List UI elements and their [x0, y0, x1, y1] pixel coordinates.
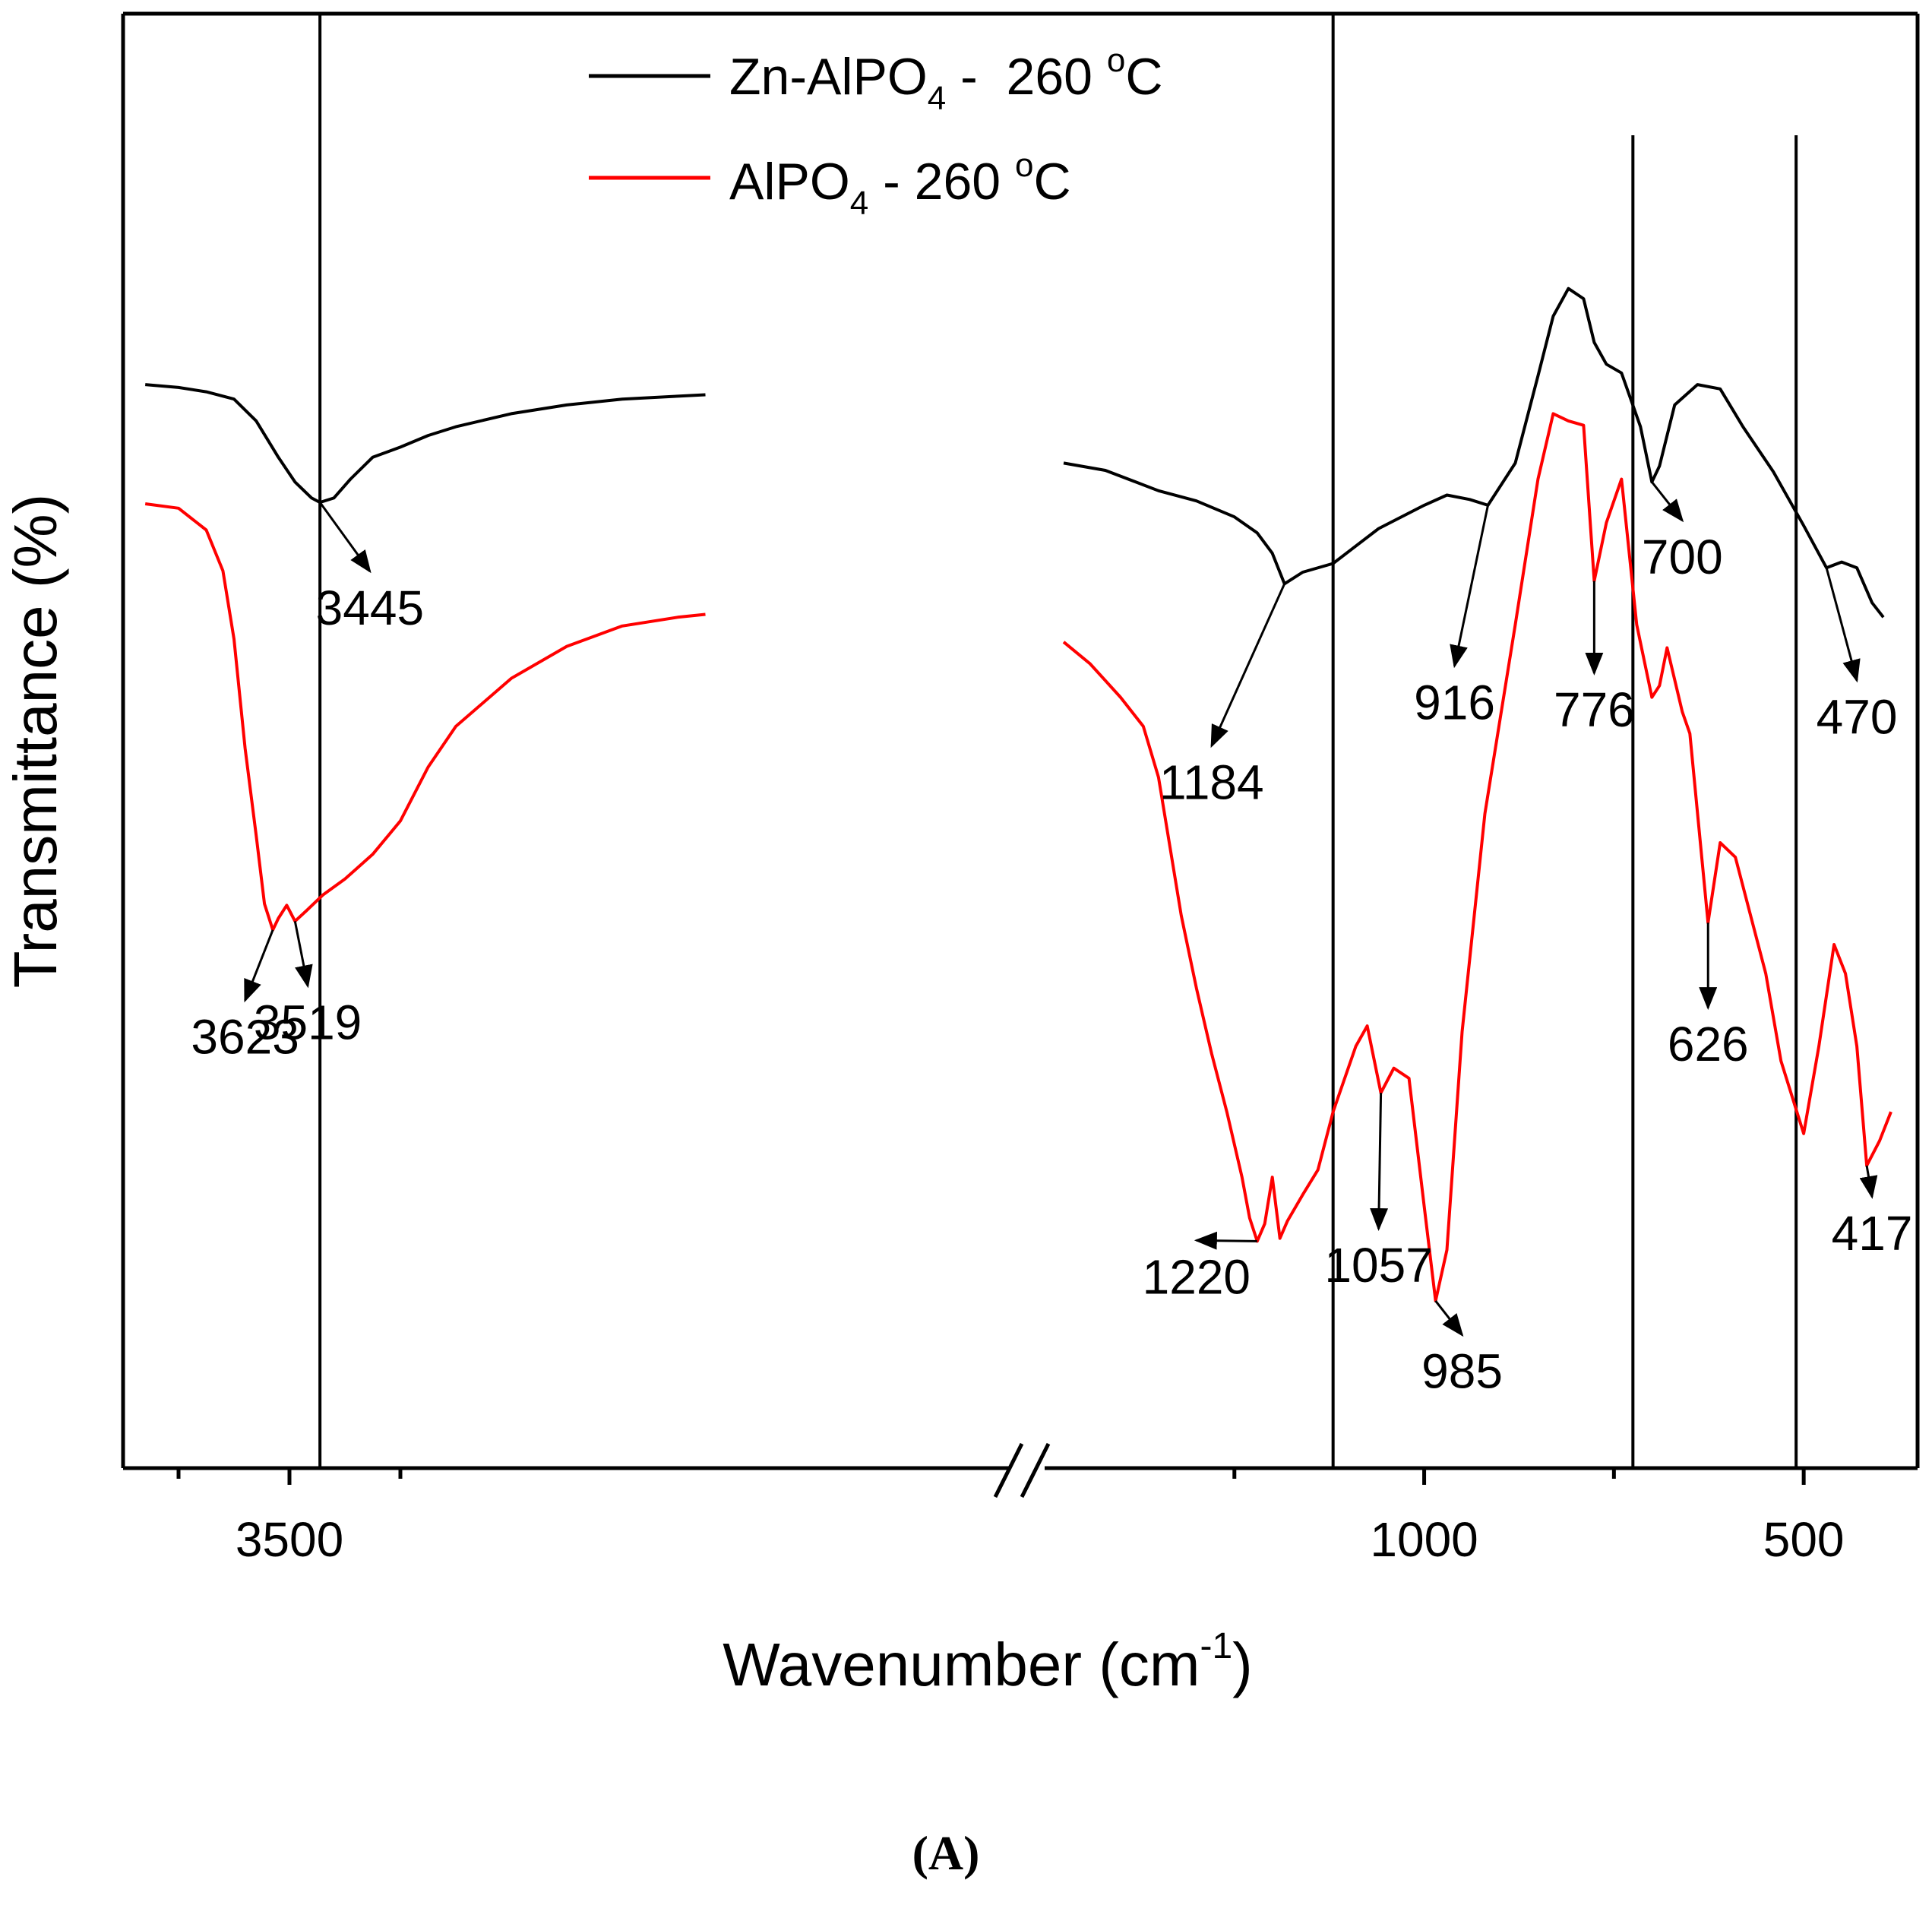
x-axis-ticks: 3500 1000 500 [176, 1468, 1845, 1567]
annotation-arrow-1220 [1194, 1231, 1257, 1250]
annotation-arrow-1057 [1370, 1093, 1389, 1232]
annotation-arrow-916 [1450, 505, 1489, 669]
legend-label-alpo4: AlPO4 - 260 oC [729, 147, 1071, 222]
annotation-arrow-417 [1859, 1165, 1878, 1199]
legend-label-zn-alpo4: Zn-AlPO4 - 260 oC [729, 42, 1162, 117]
peak-label-1220: 1220 [1143, 1249, 1251, 1304]
y-axis-title: Transmittance (%) [2, 494, 69, 989]
axis-break-mark-2 [1020, 1442, 1051, 1499]
tick-label-500: 500 [1763, 1512, 1845, 1567]
series-line-0-segment-1 [1063, 286, 1885, 619]
axis-break-mark-1 [993, 1442, 1024, 1499]
annotation-arrow-470 [1825, 567, 1861, 683]
tick-label-3500: 3500 [236, 1512, 343, 1567]
peak-label-470: 470 [1817, 689, 1898, 744]
series-line-1-segment-1 [1062, 412, 1892, 1302]
peak-label-776: 776 [1554, 682, 1635, 737]
series-layer [144, 286, 1892, 1302]
peak-label-1057: 1057 [1324, 1238, 1432, 1293]
peak-label-3623: 3623 [191, 1010, 299, 1065]
peak-label-626: 626 [1668, 1017, 1749, 1071]
peak-label-985: 985 [1421, 1344, 1503, 1399]
peak-label-3519: 3519 [254, 995, 362, 1049]
annotation-arrow-3519 [293, 921, 313, 989]
x-axis-title: Wavenumber (cm-1) [723, 1626, 1253, 1698]
series-line-1-segment-0 [144, 502, 706, 932]
reference-lines [318, 14, 1798, 1468]
peak-label-417: 417 [1832, 1206, 1913, 1261]
panel-label: (A) [912, 1826, 980, 1880]
peak-label-3445: 3445 [316, 581, 424, 635]
annotation-arrow-3623 [244, 929, 274, 1003]
annotation-arrow-1184 [1210, 583, 1286, 748]
annotation-arrow-985 [1434, 1299, 1464, 1337]
annotation-arrow-700 [1651, 481, 1684, 523]
peak-label-1184: 1184 [1159, 755, 1264, 810]
peak-label-916: 916 [1414, 675, 1495, 729]
legend: Zn-AlPO4 - 260 oC AlPO4 - 260 oC [589, 42, 1162, 222]
tick-label-1000: 1000 [1370, 1512, 1478, 1567]
series-line-0-segment-0 [145, 383, 706, 505]
annotation-arrow-3445 [318, 502, 372, 574]
peak-label-700: 700 [1642, 530, 1723, 584]
